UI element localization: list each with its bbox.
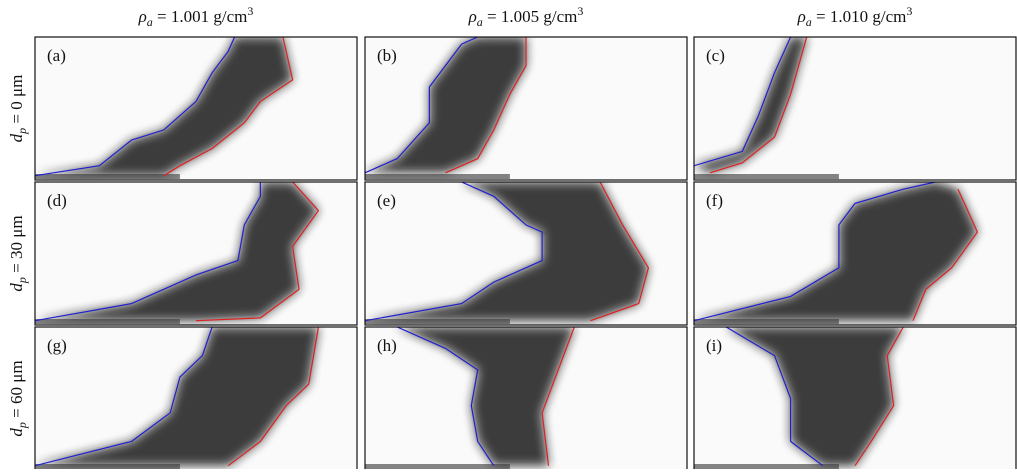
label-part: a xyxy=(477,15,483,29)
label-part: = 1.005 g/cm xyxy=(483,7,578,26)
plume xyxy=(365,182,649,321)
panel-label: (d) xyxy=(47,191,67,210)
label-part: d xyxy=(7,283,26,292)
plume xyxy=(35,327,319,466)
label-part: ρ xyxy=(138,7,147,26)
label-part: p xyxy=(15,422,29,429)
label-part: = 1.001 g/cm xyxy=(153,7,248,26)
base-strip xyxy=(35,319,180,324)
plume-group xyxy=(694,182,979,324)
row-label: dp = 0 μm xyxy=(7,75,29,143)
plume xyxy=(694,182,978,321)
panel-label: (f) xyxy=(706,191,723,210)
base-strip xyxy=(35,464,180,469)
left-boundary xyxy=(35,327,213,467)
panel-label: (i) xyxy=(706,336,722,355)
panel: (a) xyxy=(34,36,358,181)
base-strip xyxy=(365,174,510,179)
panel: (b) xyxy=(364,36,688,181)
label-part: = 60 μm xyxy=(7,360,26,422)
plume-group xyxy=(35,37,294,179)
label-part: p xyxy=(15,277,29,284)
left-boundary xyxy=(35,182,261,322)
label-part: p xyxy=(15,128,29,135)
label-part: 3 xyxy=(906,4,912,18)
panel-border xyxy=(364,36,688,181)
plume-group xyxy=(365,182,650,324)
panel: (d) xyxy=(34,181,358,326)
panel-border xyxy=(693,36,1017,181)
panel: (f) xyxy=(693,181,1017,326)
right-boundary xyxy=(227,327,319,467)
panel-border xyxy=(34,36,358,181)
right-boundary xyxy=(912,188,979,321)
plume-group xyxy=(35,182,320,324)
panel: (e) xyxy=(364,181,688,326)
plume-group xyxy=(35,327,319,469)
panel: (g) xyxy=(34,326,358,471)
label-part: a xyxy=(806,15,812,29)
plume xyxy=(694,37,807,173)
column-header: ρa = 1.005 g/cm3 xyxy=(468,4,584,29)
left-boundary xyxy=(35,37,236,177)
base-strip xyxy=(694,464,839,469)
label-part: ρ xyxy=(468,7,477,26)
plume xyxy=(365,37,526,173)
panel: (c) xyxy=(693,36,1017,181)
left-boundary xyxy=(694,37,792,167)
right-boundary xyxy=(590,182,650,322)
label-part: = 30 μm xyxy=(7,215,26,277)
plume xyxy=(397,327,575,466)
left-boundary xyxy=(365,37,478,174)
right-boundary xyxy=(195,182,320,322)
plume-group xyxy=(694,327,904,469)
label-part: ρ xyxy=(797,7,806,26)
right-boundary xyxy=(709,37,808,174)
panel-border xyxy=(34,181,358,326)
panel-label: (g) xyxy=(47,336,67,355)
right-boundary xyxy=(163,37,294,177)
label-part: a xyxy=(147,15,153,29)
right-boundary xyxy=(445,37,527,174)
panel: (i) xyxy=(693,326,1017,471)
panel-label: (a) xyxy=(47,46,66,65)
base-strip xyxy=(694,319,839,324)
plume xyxy=(35,37,293,176)
panel-border xyxy=(364,181,688,326)
panel: (h) xyxy=(364,326,688,471)
left-boundary xyxy=(396,327,495,467)
left-boundary xyxy=(725,327,824,467)
base-strip xyxy=(365,319,510,324)
column-header: ρa = 1.001 g/cm3 xyxy=(138,4,254,29)
column-header: ρa = 1.010 g/cm3 xyxy=(797,4,913,29)
base-strip xyxy=(35,174,180,179)
label-part: 3 xyxy=(247,4,253,18)
plume-group xyxy=(365,37,527,179)
label-part: = 0 μm xyxy=(7,75,26,128)
right-boundary xyxy=(541,327,575,466)
row-label: dp = 30 μm xyxy=(7,215,29,291)
base-strip xyxy=(365,464,510,469)
label-part: d xyxy=(7,133,26,142)
right-boundary xyxy=(854,327,904,467)
plume xyxy=(35,182,319,321)
panel-label: (e) xyxy=(377,191,396,210)
panel-border xyxy=(693,181,1017,326)
label-part: = 1.010 g/cm xyxy=(812,7,907,26)
label-part: d xyxy=(7,428,26,437)
plume-group xyxy=(694,37,839,179)
row-label: dp = 60 μm xyxy=(7,360,29,436)
label-part: 3 xyxy=(577,4,583,18)
plume xyxy=(726,327,904,466)
panel-label: (c) xyxy=(706,46,725,65)
left-boundary xyxy=(694,182,936,322)
panel-label: (h) xyxy=(377,336,397,355)
base-strip xyxy=(694,174,839,179)
plume-group xyxy=(365,327,575,469)
left-boundary xyxy=(365,182,543,322)
panel-label: (b) xyxy=(377,46,397,65)
